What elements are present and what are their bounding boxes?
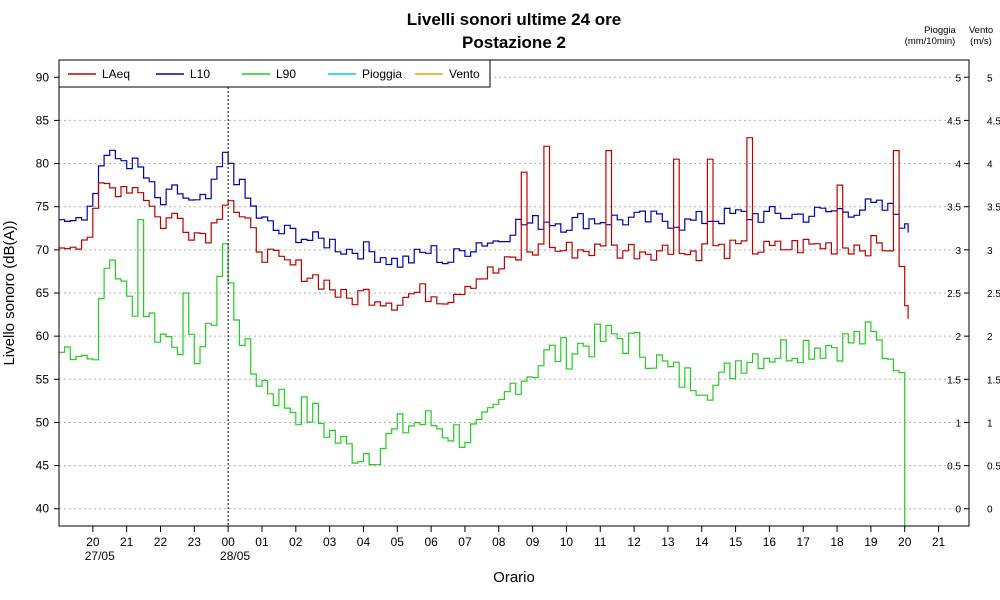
y2-tick-label: 0 (955, 505, 961, 516)
x-tick-label: 09 (526, 535, 540, 549)
y-tick-label: 75 (36, 200, 50, 214)
rain-axis-label: Pioggia (924, 25, 956, 36)
y2-tick-label: 3.5 (947, 203, 961, 214)
y-tick-label: 45 (36, 459, 50, 473)
legend-items: LAeq L10 L90 Pioggia Vento (68, 67, 480, 81)
date-label: 28/05 (220, 549, 250, 563)
x-tick-label: 20 (86, 535, 100, 549)
x-tick-label: 07 (458, 535, 472, 549)
x-tick-label: 06 (424, 535, 438, 549)
y2-tick-label-outer: 4 (987, 160, 993, 171)
x-tick-label: 02 (289, 535, 303, 549)
x-tick-label: 11 (594, 535, 607, 549)
y2-tick-label-outer: 2 (987, 332, 993, 343)
y2-tick-label-outer: 0.5 (987, 462, 1000, 473)
y-tick-label: 85 (36, 113, 50, 127)
date-label: 27/05 (85, 549, 115, 563)
y-axis-label: Livello sonoro (dB(A)) (1, 220, 18, 365)
y-tick-label: 60 (36, 329, 50, 343)
y2-tick-label: 4.5 (947, 116, 961, 127)
y2-tick-label: 2.5 (947, 289, 961, 300)
legend-label-pioggia: Pioggia (362, 67, 402, 81)
y2-tick-label-outer: 1.5 (987, 375, 1000, 386)
chart-title: Livelli sonori ultime 24 ore (407, 10, 621, 29)
x-tick-label: 13 (661, 535, 675, 549)
y-tick-label: 50 (36, 415, 50, 429)
legend: LAeq L10 L90 Pioggia Vento (58, 59, 491, 88)
x-tick-label: 10 (560, 535, 574, 549)
y2-tick-label-outer: 0 (987, 505, 993, 516)
left-axis-ticks: 40 45 50 55 60 65 70 75 80 85 90 (36, 70, 59, 516)
x-tick-label: 19 (864, 535, 878, 549)
x-axis-ticks: 20 21 22 23 00 01 02 03 04 05 06 07 08 09 10 11 12 13 14 15… (85, 526, 946, 563)
y2-tick-label-outer: 3.5 (987, 203, 1000, 214)
y2-tick-label: 3 (955, 246, 961, 257)
y2-tick-label: 0.5 (947, 462, 961, 473)
grid-lines (59, 76, 969, 510)
x-tick-label: 05 (391, 535, 405, 549)
x-tick-label: 18 (830, 535, 844, 549)
legend-label-vento: Vento (449, 67, 480, 81)
legend-label-l90: L90 (276, 67, 296, 81)
y2-tick-label: 1.5 (947, 375, 961, 386)
y2-tick-label: 5 (955, 73, 961, 84)
y-tick-label: 55 (36, 372, 50, 386)
y2-tick-label-outer: 5 (987, 73, 993, 84)
y2-tick-label-outer: 3 (987, 246, 993, 257)
y2-tick-label-outer: 2.5 (987, 289, 1000, 300)
wind-axis-unit: (m/s) (970, 36, 992, 47)
y-tick-label: 80 (36, 157, 50, 171)
y-tick-label: 40 (36, 502, 50, 516)
x-tick-label: 00 (221, 535, 235, 549)
x-tick-label: 22 (154, 535, 168, 549)
rain-axis-unit: (mm/10min) (905, 36, 956, 47)
x-tick-label: 21 (120, 535, 134, 549)
right-axis-ticks: 0 0 0.5 0.5 1 1 1.5 1.5 2 2 2.5 2.5 3 3 3.5 3.5 4 4 4.5 4.5… (947, 73, 1000, 515)
x-axis-label: Orario (493, 569, 535, 586)
x-tick-label: 04 (357, 535, 371, 549)
y-tick-label: 70 (36, 243, 50, 257)
series-line-l90 (59, 219, 906, 526)
series-layer (59, 137, 909, 526)
x-tick-label: 14 (695, 535, 709, 549)
y-tick-label: 90 (36, 70, 50, 84)
x-tick-label: 17 (797, 535, 811, 549)
x-tick-label: 16 (763, 535, 777, 549)
x-tick-label: 03 (323, 535, 337, 549)
legend-label-l10: L10 (190, 67, 210, 81)
x-tick-label: 15 (729, 535, 743, 549)
y2-tick-label: 1 (955, 418, 961, 429)
x-tick-label: 23 (188, 535, 202, 549)
y-tick-label: 65 (36, 286, 50, 300)
wind-axis-label: Vento (969, 25, 993, 36)
x-tick-label: 01 (255, 535, 269, 549)
series-line-laeq (59, 137, 909, 319)
y2-tick-label: 2 (955, 332, 961, 343)
x-tick-label: 21 (932, 535, 946, 549)
y2-tick-label-outer: 1 (987, 418, 993, 429)
x-tick-label: 20 (898, 535, 912, 549)
x-tick-label: 12 (627, 535, 641, 549)
y2-tick-label: 4 (955, 160, 961, 171)
x-tick-label: 08 (492, 535, 506, 549)
legend-label-laeq: LAeq (102, 67, 130, 81)
y2-tick-label-outer: 4.5 (987, 116, 1000, 127)
series-line-l10 (59, 149, 909, 268)
chart-subtitle: Postazione 2 (462, 33, 566, 52)
